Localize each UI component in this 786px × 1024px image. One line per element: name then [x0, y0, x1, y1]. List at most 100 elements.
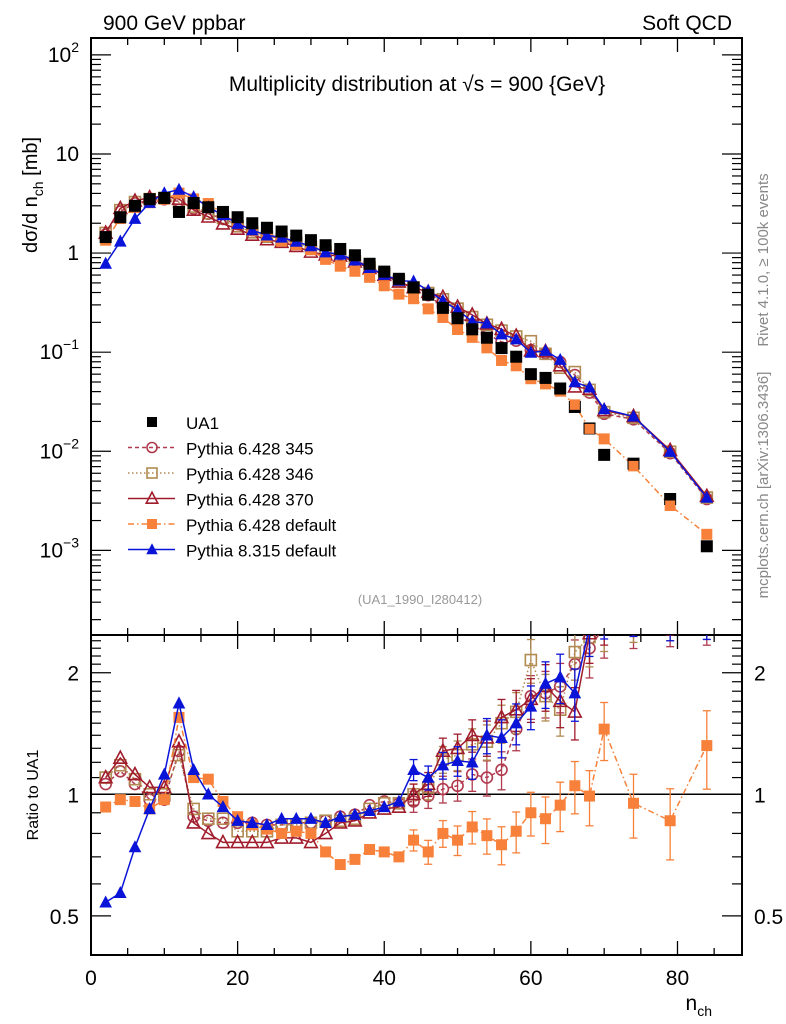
series-4-ratio-point	[245, 815, 259, 828]
series-4-ratio-point	[260, 817, 274, 831]
series-4-ratio-point	[128, 840, 142, 853]
series-4-ratio-point	[421, 770, 435, 783]
series-4-ratio-point	[363, 803, 376, 816]
series-2-ratio-point	[288, 829, 304, 844]
series-4-point	[627, 409, 640, 422]
series-3-ratio-point	[114, 794, 126, 806]
series-1-ratio-point	[701, 590, 712, 601]
series-2-ratio-point	[405, 785, 422, 801]
series-2-ratio-point	[98, 768, 114, 784]
series-4-ratio-point	[583, 620, 596, 632]
ratio-tick-label-right: 0.5	[754, 906, 783, 929]
series-3-point	[393, 288, 405, 300]
legend-label: Pythia 6.428 346	[186, 465, 314, 484]
series-4-point	[319, 245, 332, 258]
side-label-mcplots: mcplots.cern.ch [arXiv:1306.3436]	[755, 372, 772, 599]
reference-point	[348, 249, 361, 262]
series-4-ratio-point	[598, 601, 611, 613]
series-2-ratio-point	[244, 833, 260, 849]
ratio-tick-label-right: 2	[754, 663, 766, 686]
legend-marker	[144, 490, 160, 504]
series-4-ratio-point	[509, 716, 523, 729]
legend-label: Pythia 6.428 default	[186, 516, 337, 535]
series-4-point	[524, 345, 538, 358]
legend-entry: Pythia 8.315 default	[128, 542, 337, 561]
series-4-ratio-point	[333, 809, 347, 822]
legend-label: Pythia 8.315 default	[186, 542, 337, 561]
y-tick-label: 1	[67, 242, 79, 265]
series-0-ratio-point	[480, 771, 494, 784]
y-tick-label: 102	[48, 39, 79, 67]
series-2-ratio-point	[598, 607, 611, 619]
reference-point	[422, 288, 435, 301]
reference-point	[290, 229, 303, 242]
reference-point	[172, 205, 185, 218]
series-4-point	[597, 402, 611, 415]
series-3-ratio-point	[202, 773, 214, 785]
ratio-tick-label: 2	[67, 663, 79, 686]
legend-marker	[146, 543, 158, 555]
legend-label: Pythia 6.428 370	[186, 491, 314, 510]
series-3-ratio-point	[554, 799, 566, 811]
reference-point	[260, 221, 273, 234]
series-3-point	[364, 271, 376, 283]
reference-tag: (UA1_1990_I280412)	[358, 592, 482, 607]
reference-point	[114, 211, 127, 224]
ratio-tick-label: 0.5	[50, 906, 79, 929]
series-4-ratio-point	[451, 753, 464, 767]
series-4-point	[260, 228, 274, 241]
series-1-ratio-point	[216, 812, 230, 826]
reference-point	[480, 331, 493, 344]
series-1-ratio-point	[524, 653, 538, 667]
series-4-ratio-point	[392, 794, 406, 807]
chart-title: Multiplicity distribution at √s = 900 {G…	[229, 73, 605, 96]
series-3-ratio-point	[408, 834, 420, 846]
series-4-ratio-point	[495, 730, 508, 743]
series-4-point	[99, 256, 112, 269]
series-4-point	[113, 234, 127, 247]
reference-point	[466, 323, 479, 336]
series-1-ratio-point	[628, 602, 639, 613]
series-3-point	[408, 293, 420, 305]
series-3-ratio-point	[173, 711, 185, 723]
series-3-point	[378, 280, 390, 292]
series-2-point	[185, 201, 202, 216]
series-3-ratio-point	[598, 723, 610, 735]
series-3-ratio-point	[422, 846, 434, 858]
series-1-ratio-point	[201, 812, 215, 826]
x-tick-label: 40	[373, 967, 396, 990]
reference-point	[363, 257, 376, 270]
series-2-ratio-point	[627, 595, 640, 607]
series-3-point	[349, 265, 361, 277]
series-3-ratio-point	[158, 794, 170, 806]
series-2-ratio-point	[229, 833, 246, 849]
series-0-ratio-point	[701, 596, 712, 607]
series-3-ratio-point	[364, 843, 376, 855]
reference-point	[99, 231, 112, 244]
ratio-tick-label: 1	[67, 784, 79, 807]
series-4-point	[172, 182, 186, 195]
series-4-ratio-point	[172, 696, 186, 709]
reference-point	[524, 368, 537, 381]
reference-point	[319, 239, 332, 252]
series-4-ratio-point	[99, 895, 112, 908]
series-1-ratio-point	[599, 615, 610, 626]
reference-point	[187, 197, 200, 210]
side-label-rivet: Rivet 4.1.0, ≥ 100k events	[755, 173, 772, 346]
series-3-point	[466, 331, 478, 343]
reference-point	[700, 540, 713, 553]
series-3-point	[334, 260, 346, 272]
series-3-ratio-point	[540, 813, 552, 825]
series-4-point	[568, 375, 582, 388]
series-4-ratio-point	[304, 811, 318, 824]
series-2-ratio-point	[664, 589, 677, 601]
series-3-ratio-point	[481, 830, 493, 842]
series-4-ratio-point	[553, 670, 567, 683]
series-3-point-top	[701, 529, 712, 540]
series-3-point	[481, 342, 493, 354]
series-3-point	[422, 303, 434, 315]
series-0-ratio-point	[665, 602, 676, 613]
reference-point	[143, 193, 156, 206]
series-1-ratio-point	[665, 596, 676, 607]
